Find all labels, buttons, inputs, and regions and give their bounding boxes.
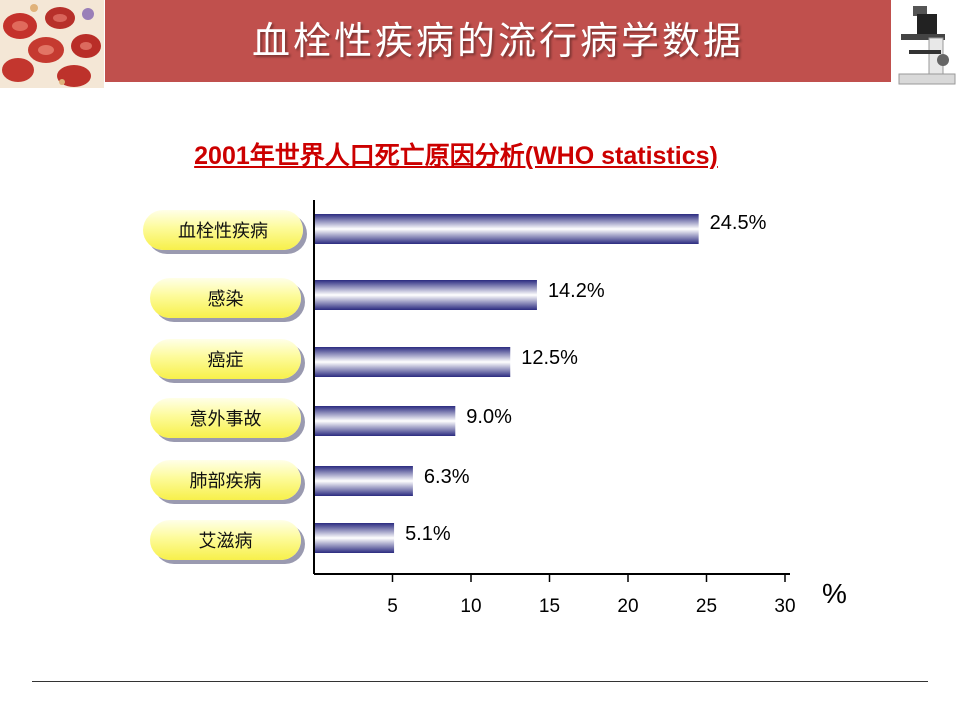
- x-tick-label-4: 25: [695, 596, 718, 617]
- bar-2: [315, 347, 511, 377]
- bar-0: [315, 214, 699, 244]
- blood-cells-image: [0, 0, 104, 88]
- slide-title: 血栓性疾病的流行病学数据: [251, 19, 744, 63]
- category-label-infection: 感染: [150, 278, 301, 318]
- bar-value-label-5: 5.1%: [405, 523, 451, 545]
- bar-3: [315, 406, 456, 436]
- footer-divider: [32, 681, 928, 682]
- x-tick-label-1: 10: [460, 596, 482, 617]
- microscope-image: [891, 0, 960, 88]
- bar-value-label-4: 6.3%: [423, 466, 470, 488]
- bar-value-label-2: 12.5%: [521, 347, 578, 369]
- category-label-thrombotic: 血栓性疾病: [143, 210, 303, 250]
- category-label-accident: 意外事故: [150, 398, 301, 438]
- x-tick-label-0: 5: [387, 596, 398, 617]
- header-bar: [105, 0, 891, 82]
- bar-4: [315, 466, 413, 496]
- bar-1: [315, 280, 537, 310]
- category-label-lung-disease: 肺部疾病: [150, 460, 301, 500]
- bar-value-label-0: 24.5%: [709, 212, 767, 234]
- x-tick-label-3: 20: [617, 596, 639, 617]
- bar-value-label-1: 14.2%: [547, 280, 605, 302]
- chart-title: 2001年世界人口死亡原因分析(WHO statistics): [194, 142, 718, 170]
- category-label-cancer: 癌症: [150, 339, 301, 379]
- category-label-aids: 艾滋病: [150, 520, 301, 560]
- bar-5: [315, 523, 395, 553]
- x-tick-label-5: 30: [774, 596, 796, 617]
- bar-value-label-3: 9.0%: [466, 406, 512, 428]
- x-axis-unit: %: [822, 578, 847, 609]
- x-tick-label-2: 15: [538, 596, 561, 617]
